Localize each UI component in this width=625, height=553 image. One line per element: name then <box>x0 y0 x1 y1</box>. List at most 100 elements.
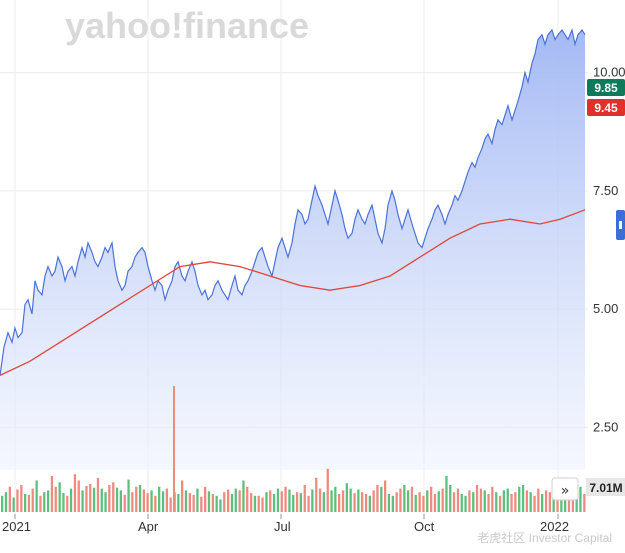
volume-bar <box>4 492 8 512</box>
volume-bar <box>227 489 230 512</box>
ma-badge-text: 9.45 <box>594 101 618 115</box>
volume-bar <box>138 485 142 512</box>
volume-bar <box>219 499 222 512</box>
volume-bar <box>47 490 50 512</box>
volume-bar <box>20 485 23 512</box>
volume-bar <box>357 489 360 512</box>
volume-bar <box>292 494 295 512</box>
volume-bar <box>77 480 80 512</box>
volume-bar <box>89 484 92 512</box>
volume-bar <box>272 494 276 512</box>
volume-bar <box>579 486 582 512</box>
volume-bar <box>269 490 272 512</box>
volume-bar <box>410 486 414 512</box>
volume-bar <box>146 493 149 512</box>
volume-bar <box>257 495 260 512</box>
volume-label: 7.01M <box>586 478 625 496</box>
volume-bar <box>165 488 168 512</box>
volume-bar <box>441 488 444 512</box>
volume-bar <box>368 495 371 512</box>
volume-bar <box>284 486 287 512</box>
volume-bar <box>345 483 348 512</box>
volume-bar <box>491 486 494 512</box>
volume-bar <box>303 485 306 512</box>
volume-bar <box>246 486 249 512</box>
volume-bar <box>280 491 283 512</box>
volume-bar <box>123 494 126 512</box>
volume-bar <box>196 488 199 512</box>
volume-bar <box>265 492 268 512</box>
volume-bar <box>299 493 302 512</box>
volume-bar <box>399 488 402 512</box>
volume-bar <box>472 492 475 512</box>
volume-bar <box>311 489 314 512</box>
volume-bar <box>449 485 452 512</box>
volume-bar <box>521 485 525 512</box>
volume-bar <box>548 492 551 512</box>
y-tick-label: 7.50 <box>593 183 618 198</box>
volume-bar <box>571 495 574 512</box>
volume-bar <box>391 495 394 512</box>
volume-bar <box>169 497 172 512</box>
x-tick-label: Jul <box>274 519 291 534</box>
chevron-double-right-icon: » <box>561 483 570 499</box>
volume-bar <box>8 486 11 512</box>
volume-bar <box>426 490 429 512</box>
volume-bar <box>487 494 490 512</box>
volume-bar <box>430 486 433 512</box>
volume-bar <box>452 492 456 512</box>
volume-bar <box>376 485 379 512</box>
volume-bar <box>414 494 417 512</box>
volume-bar <box>387 494 391 512</box>
volume-bar <box>334 486 337 512</box>
x-tick-label: Apr <box>138 519 159 534</box>
volume-bar <box>475 485 479 512</box>
volume-bar <box>223 492 226 512</box>
volume-bar <box>326 468 329 512</box>
volume-bar <box>544 490 548 512</box>
volume-bar <box>31 488 34 512</box>
volume-bar <box>437 491 440 512</box>
ma-badge: 9.45 <box>587 99 625 116</box>
volume-bar <box>456 488 460 512</box>
y-tick-label: 10.00 <box>593 65 625 80</box>
volume-bar <box>54 486 57 512</box>
volume-bar <box>407 490 410 512</box>
volume-bar <box>361 492 364 512</box>
volume-bar <box>338 494 341 512</box>
volume-bar <box>62 493 65 512</box>
volume-bar <box>192 494 195 512</box>
scroll-right-button[interactable]: » <box>551 477 579 501</box>
volume-bar <box>498 495 502 512</box>
volume-bar <box>495 492 498 512</box>
volume-bar <box>173 386 175 512</box>
volume-bar <box>58 482 61 512</box>
volume-bar <box>510 494 513 512</box>
volume-bar <box>39 495 42 512</box>
volume-bar <box>85 485 88 512</box>
volume-bar <box>295 492 299 512</box>
volume-bar <box>318 488 322 512</box>
volume-bar <box>253 495 257 512</box>
volume-bar <box>115 487 119 512</box>
volume-bar <box>288 489 291 512</box>
x-axis: 2021 Apr Jul Oct 2022 <box>2 514 569 534</box>
volume-bar <box>100 488 103 512</box>
volume-label-text: 7.01M <box>589 481 622 495</box>
side-panel-tab[interactable] <box>616 210 625 240</box>
volume-bar <box>364 494 368 512</box>
volume-bar <box>464 495 467 512</box>
volume-bar <box>177 494 180 512</box>
volume-bar <box>533 495 536 512</box>
volume-bar <box>422 495 425 512</box>
volume-bar <box>541 494 544 512</box>
yahoo-finance-logo: yahoo!finance <box>65 5 309 46</box>
volume-bar <box>445 476 448 512</box>
volume-bar <box>204 486 207 512</box>
y-axis: 2.50 5.00 7.50 10.00 <box>593 65 625 435</box>
volume-bar <box>418 492 421 512</box>
volume-bar <box>92 487 96 512</box>
volume-bar <box>460 494 463 512</box>
volume-bar <box>35 480 38 512</box>
